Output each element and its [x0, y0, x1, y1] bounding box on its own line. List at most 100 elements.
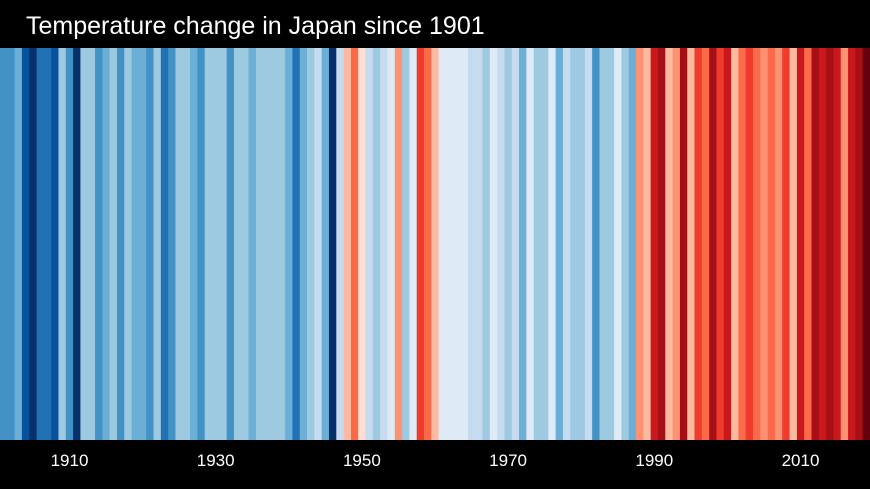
stripe-1940 [285, 48, 293, 440]
stripe-2000 [723, 48, 732, 440]
stripe-1992 [665, 48, 674, 440]
stripe-1970 [504, 48, 513, 440]
x-tick-label: 1910 [50, 451, 89, 470]
stripe-2003 [745, 48, 754, 440]
stripe-1903 [14, 48, 23, 440]
stripe-1917 [116, 48, 125, 440]
stripe-1976 [548, 48, 557, 440]
stripe-1928 [197, 48, 206, 440]
stripe-1929 [204, 48, 213, 440]
stripe-1939 [277, 48, 286, 440]
stripe-1966 [475, 48, 483, 440]
warming-stripes-chart [0, 48, 870, 440]
stripe-1973 [526, 48, 535, 440]
stripe-1988 [636, 48, 644, 440]
stripe-2013 [818, 48, 827, 440]
stripe-1997 [701, 48, 710, 440]
stripe-1995 [687, 48, 695, 440]
chart-title: Temperature change in Japan since 1901 [26, 12, 485, 40]
stripe-1934 [241, 48, 249, 440]
stripe-1946 [328, 48, 337, 440]
stripe-1990 [650, 48, 659, 440]
stripe-1977 [555, 48, 564, 440]
stripe-2002 [738, 48, 747, 440]
stripe-1989 [643, 48, 652, 440]
stripe-1991 [657, 48, 666, 440]
stripe-1931 [219, 48, 228, 440]
stripe-1941 [292, 48, 301, 440]
stripe-1962 [445, 48, 454, 440]
stripe-1975 [541, 48, 549, 440]
stripe-2004 [753, 48, 761, 440]
stripe-1959 [424, 48, 432, 440]
stripe-2011 [804, 48, 812, 440]
stripe-2001 [731, 48, 739, 440]
stripe-1936 [255, 48, 264, 440]
stripe-1904 [21, 48, 30, 440]
stripe-1964 [460, 48, 469, 440]
stripe-1996 [694, 48, 703, 440]
stripe-1994 [679, 48, 688, 440]
stripe-1971 [511, 48, 520, 440]
stripe-1949 [350, 48, 359, 440]
stripe-1935 [248, 48, 257, 440]
stripe-1945 [321, 48, 330, 440]
stripe-1901 [0, 48, 8, 440]
stripe-1956 [402, 48, 410, 440]
stripe-1961 [438, 48, 447, 440]
stripe-1919 [131, 48, 140, 440]
stripe-1948 [343, 48, 352, 440]
stripe-2010 [796, 48, 805, 440]
stripe-2016 [840, 48, 849, 440]
stripe-1942 [299, 48, 308, 440]
stripe-1930 [212, 48, 220, 440]
x-tick-label: 1970 [489, 451, 528, 470]
stripe-1902 [7, 48, 16, 440]
stripe-2014 [826, 48, 834, 440]
stripe-1912 [80, 48, 89, 440]
stripe-1952 [372, 48, 381, 440]
x-tick-label: 1950 [342, 451, 381, 470]
stripe-1944 [314, 48, 323, 440]
stripe-1925 [175, 48, 184, 440]
stripe-1914 [95, 48, 103, 440]
stripe-1922 [153, 48, 162, 440]
stripe-1955 [394, 48, 403, 440]
stripe-1906 [36, 48, 45, 440]
stripe-2008 [782, 48, 790, 440]
stripe-1916 [109, 48, 118, 440]
stripe-1967 [482, 48, 491, 440]
stripe-1998 [709, 48, 717, 440]
stripe-2018 [855, 48, 864, 440]
stripe-2009 [789, 48, 798, 440]
stripe-1965 [467, 48, 476, 440]
stripe-1983 [599, 48, 608, 440]
stripe-1947 [336, 48, 345, 440]
stripe-1974 [533, 48, 542, 440]
stripe-1960 [431, 48, 440, 440]
stripe-1909 [58, 48, 67, 440]
stripe-2007 [774, 48, 783, 440]
stripe-1972 [519, 48, 527, 440]
stripe-1913 [87, 48, 96, 440]
stripe-1933 [233, 48, 242, 440]
stripe-1981 [584, 48, 593, 440]
stripe-1980 [577, 48, 586, 440]
stripe-1963 [453, 48, 461, 440]
stripe-1987 [628, 48, 637, 440]
stripe-1937 [263, 48, 271, 440]
stripe-1968 [489, 48, 498, 440]
stripe-1927 [190, 48, 198, 440]
stripe-1957 [409, 48, 418, 440]
stripe-1986 [621, 48, 630, 440]
stripe-1908 [51, 48, 59, 440]
stripe-1911 [73, 48, 81, 440]
stripe-1920 [138, 48, 147, 440]
stripe-2005 [760, 48, 769, 440]
stripe-1954 [387, 48, 396, 440]
stripe-2019 [862, 48, 870, 440]
stripe-1915 [102, 48, 111, 440]
stripe-1918 [124, 48, 132, 440]
stripe-2006 [767, 48, 776, 440]
stripe-1910 [65, 48, 74, 440]
